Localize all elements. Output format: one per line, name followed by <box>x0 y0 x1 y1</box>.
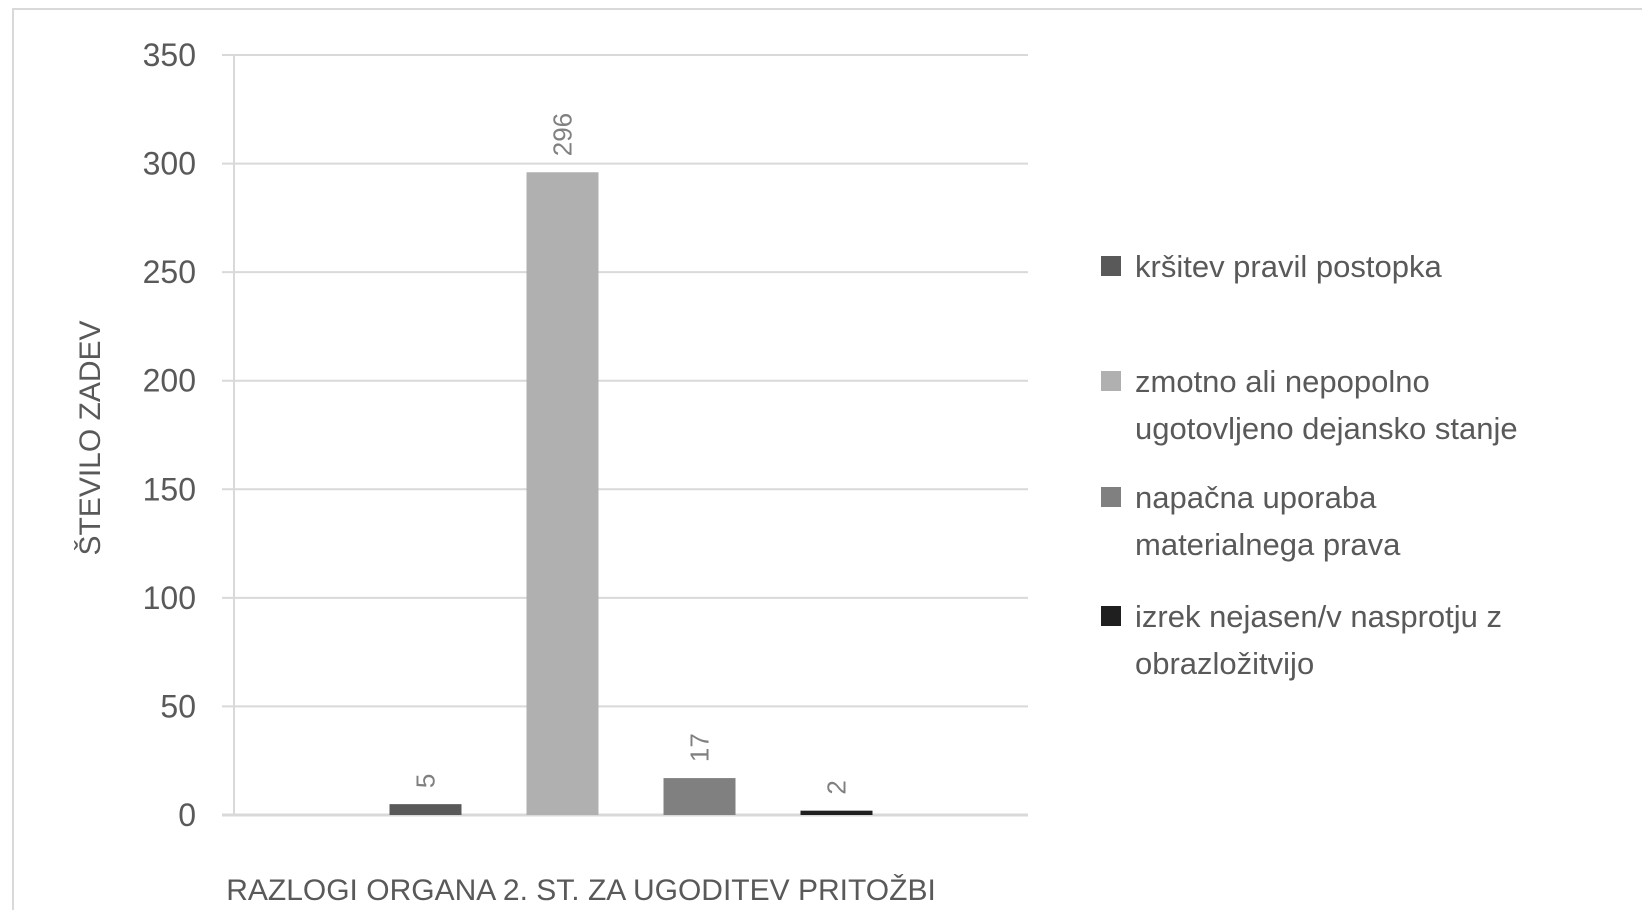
y-tick-label: 0 <box>178 797 196 833</box>
legend-label-line: materialnega prava <box>1135 527 1401 562</box>
legend: kršitev pravil postopka zmotno ali nepopo… <box>1101 249 1518 681</box>
y-tick-label: 150 <box>143 471 196 507</box>
y-axis-ticks: 0 50 100 150 200 250 300 350 <box>143 37 196 833</box>
bars <box>389 172 873 815</box>
legend-swatch <box>1101 256 1121 276</box>
y-tick-label: 100 <box>143 580 196 616</box>
legend-swatch <box>1101 371 1121 391</box>
data-labels: 5 296 17 2 <box>411 113 852 795</box>
y-tick-label: 300 <box>143 146 196 182</box>
data-label: 296 <box>548 113 578 156</box>
legend-label: kršitev pravil postopka <box>1135 249 1442 284</box>
data-label: 5 <box>411 774 441 788</box>
legend-label-line: napačna uporaba <box>1135 480 1377 515</box>
legend-swatch <box>1101 606 1121 626</box>
bar <box>663 778 736 815</box>
legend-label: napačna uporaba materialnega prava <box>1135 480 1401 562</box>
legend-label-line: izrek nejasen/v nasprotju z <box>1135 599 1502 634</box>
data-label: 17 <box>685 733 715 762</box>
legend-label-line: zmotno ali nepopolno <box>1135 364 1430 399</box>
legend-label-line: kršitev pravil postopka <box>1135 249 1442 284</box>
chart-frame <box>12 8 1642 910</box>
x-axis-title: RAZLOGI ORGANA 2. ST. ZA UGODITEV PRITOŽ… <box>226 874 936 907</box>
data-label: 2 <box>822 780 852 794</box>
y-tick-label: 50 <box>160 688 196 724</box>
legend-label-line: ugotovljeno dejansko stanje <box>1135 411 1518 446</box>
gridlines <box>222 54 1028 817</box>
bar <box>526 172 599 815</box>
legend-label: zmotno ali nepopolno ugotovljeno dejansko… <box>1135 364 1518 446</box>
legend-label-line: obrazložitvijo <box>1135 646 1314 681</box>
y-axis-title: ŠTEVILO ZADEV <box>73 320 107 555</box>
y-tick-label: 250 <box>143 254 196 290</box>
legend-swatch <box>1101 487 1121 507</box>
y-tick-label: 200 <box>143 363 196 399</box>
legend-label: izrek nejasen/v nasprotju z obrazložitvij… <box>1135 599 1502 681</box>
bar <box>389 804 462 815</box>
y-tick-label: 350 <box>143 37 196 73</box>
bar <box>800 810 873 815</box>
